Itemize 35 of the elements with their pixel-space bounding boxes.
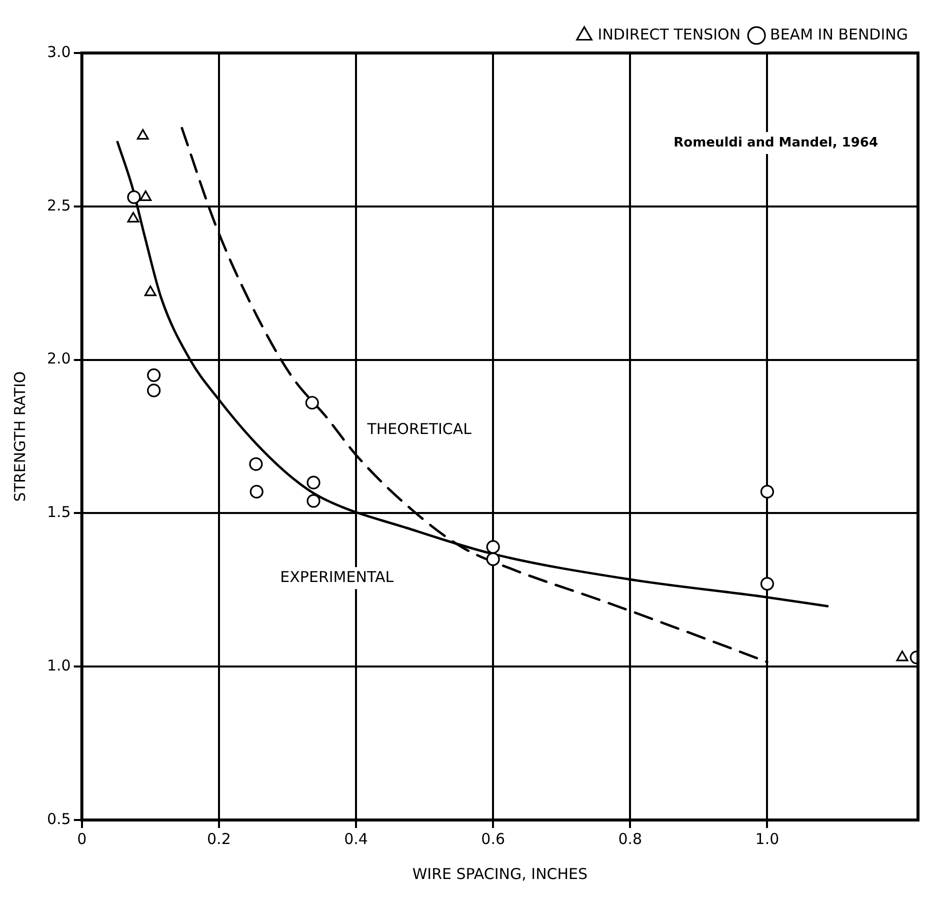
point xyxy=(144,286,156,296)
y-tick-label: 0.5 xyxy=(46,810,71,828)
point xyxy=(136,129,149,140)
point xyxy=(760,576,774,591)
y-axis-title: STRENGTH RATIO xyxy=(10,371,29,502)
y-tick-label: 2.0 xyxy=(46,350,71,368)
x-tick-label: 0.6 xyxy=(481,830,506,848)
point xyxy=(127,212,140,222)
y-tick-label: 3.0 xyxy=(46,42,71,61)
point xyxy=(486,552,500,566)
y-tick-label: 1.0 xyxy=(46,656,71,674)
point xyxy=(140,190,152,201)
x-tick-label: 0.8 xyxy=(618,830,642,848)
point xyxy=(250,484,264,499)
y-tick-label: 1.5 xyxy=(46,503,71,522)
y-tick-label: 2.5 xyxy=(46,196,71,214)
point xyxy=(306,476,320,490)
point xyxy=(147,368,161,382)
x-axis-title: WIRE SPACING, INCHES xyxy=(412,864,588,883)
point xyxy=(127,190,141,204)
annotation: Romeuldi and Mandel, 1964 xyxy=(674,135,878,150)
legend-label: BEAM IN BENDING xyxy=(770,25,908,44)
point xyxy=(486,540,500,554)
text: EXPERIMENTAL xyxy=(280,568,394,586)
x-tick-label: 1.0 xyxy=(755,830,780,848)
point xyxy=(306,494,320,508)
point xyxy=(147,384,161,398)
x-tick-label: 0.2 xyxy=(207,830,231,848)
x-tick-label: 0 xyxy=(77,830,87,848)
point xyxy=(249,457,263,471)
series-label: THEORETICAL xyxy=(366,420,472,438)
point xyxy=(305,396,319,410)
x-tick-label: 0.4 xyxy=(344,830,368,848)
point xyxy=(760,484,774,499)
legend-label: INDIRECT TENSION xyxy=(598,25,741,44)
